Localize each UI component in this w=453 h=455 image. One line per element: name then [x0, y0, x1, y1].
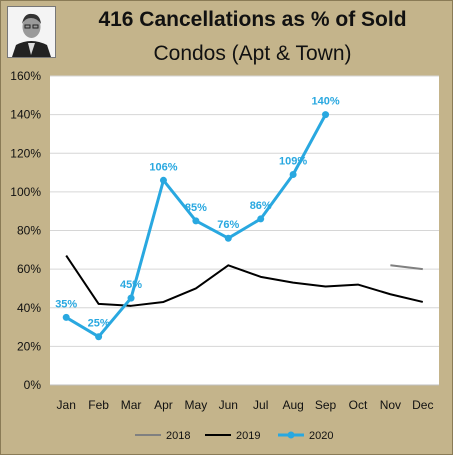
data-point-2020 [224, 234, 232, 242]
series-line-2018 [390, 264, 423, 271]
y-tick-label: 40% [17, 301, 41, 315]
x-tick-label: Apr [154, 398, 173, 412]
data-point-2020 [62, 313, 70, 321]
data-label: 25% [88, 318, 110, 330]
data-label: 86% [250, 200, 272, 212]
x-tick-label: Jul [253, 398, 268, 412]
x-tick-label: Aug [282, 398, 303, 412]
legend-label: 2018 [166, 430, 190, 442]
legend-label: 2019 [236, 430, 260, 442]
chart-title: 416 Cancellations as % of Sold [98, 8, 407, 31]
x-tick-label: Mar [121, 398, 142, 412]
y-tick-label: 80% [17, 224, 41, 238]
y-tick-label: 120% [10, 146, 41, 160]
y-tick-label: 100% [10, 185, 41, 199]
data-point-2020 [192, 217, 200, 225]
chart-subtitle: Condos (Apt & Town) [153, 42, 352, 65]
author-portrait-icon [7, 6, 56, 58]
data-point-2020 [289, 170, 297, 178]
legend-label: 2020 [309, 430, 333, 442]
data-label: 140% [311, 96, 339, 108]
data-point-2020 [257, 215, 265, 223]
y-tick-label: 160% [10, 69, 41, 83]
x-tick-label: Jun [219, 398, 238, 412]
data-point-2020 [95, 333, 103, 341]
data-label: 106% [149, 161, 177, 173]
data-point-2020 [127, 294, 135, 302]
x-tick-label: Sep [315, 398, 337, 412]
data-label: 109% [279, 155, 307, 167]
y-tick-label: 60% [17, 262, 41, 276]
y-tick-label: 0% [24, 378, 42, 392]
y-tick-label: 20% [17, 339, 41, 353]
legend-marker-2020 [287, 431, 295, 439]
y-tick-label: 140% [10, 108, 41, 122]
data-label: 85% [185, 202, 207, 214]
data-label: 76% [217, 219, 239, 231]
x-tick-label: Jan [57, 398, 76, 412]
data-point-2020 [322, 111, 330, 119]
x-tick-label: Oct [349, 398, 368, 412]
x-tick-label: Feb [88, 398, 109, 412]
x-tick-label: May [185, 398, 208, 412]
data-label: 35% [55, 298, 77, 310]
data-label: 45% [120, 279, 142, 291]
x-tick-label: Dec [412, 398, 433, 412]
x-tick-label: Nov [380, 398, 401, 412]
data-point-2020 [159, 176, 167, 184]
